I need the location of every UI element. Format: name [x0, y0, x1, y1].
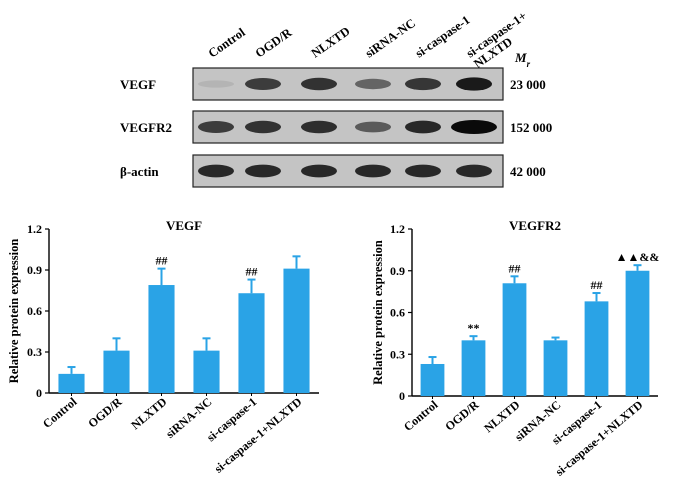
vegfr2-bar-chart: VEGFR2 Relative protein expression 0 0.3 0.6… [371, 218, 659, 479]
y-axis-label: Relative protein expression [7, 239, 21, 384]
blot-band [301, 120, 337, 134]
blot-column-label: si-caspase-1 [413, 13, 473, 61]
bar [238, 293, 265, 393]
blot-band [198, 164, 234, 178]
y-tick-label: 0.9 [390, 264, 405, 278]
significance-label: ** [468, 321, 480, 335]
y-axis-label: Relative protein expression [371, 240, 385, 385]
category-label: Control [401, 397, 441, 434]
blot-strip [192, 67, 504, 101]
y-tick-label: 0 [399, 389, 405, 403]
bar [193, 350, 220, 393]
chart-title: VEGF [166, 218, 202, 233]
blot-strip [192, 154, 504, 188]
significance-label: ▲▲&& [616, 250, 660, 264]
category-label: Control [40, 394, 80, 431]
y-tick-label: 0 [36, 386, 42, 400]
blot-band [405, 164, 441, 178]
significance-label: ## [156, 254, 168, 268]
blot-band [405, 77, 441, 91]
significance-label: ## [246, 265, 258, 279]
bar [461, 340, 486, 396]
blot-column-label: siRNA-NC [363, 16, 418, 61]
blot-row-label: β-actin [120, 164, 159, 179]
blot-band [301, 164, 337, 178]
molecular-weight-label: 42 000 [510, 164, 546, 179]
bar [58, 373, 85, 393]
blot-band [405, 120, 441, 134]
blot-band [355, 121, 391, 133]
blot-band [245, 120, 281, 134]
blot-column-label: NLXTD [309, 24, 353, 61]
bar [625, 270, 650, 396]
blot-column-label: OGD/R [253, 25, 295, 61]
western-blot-panel: Control OGD/R NLXTD siRNA-NCsi-caspase-1si-… [120, 9, 552, 188]
vegf-bar-chart: VEGF Relative protein expression 0 0.3 0.6 0.… [7, 218, 319, 476]
blot-row-label: VEGF [120, 77, 156, 92]
bar [148, 285, 175, 393]
blot-band [245, 78, 281, 90]
bar [543, 340, 568, 396]
blot-band [198, 121, 234, 133]
y-tick-label: 0.9 [27, 263, 42, 277]
blot-band [355, 78, 391, 90]
y-tick-label: 0.6 [390, 306, 405, 320]
blot-band [456, 164, 492, 178]
chart-title: VEGFR2 [509, 218, 561, 233]
y-tick-label: 1.2 [390, 222, 405, 236]
molecular-weight-header: Mr [514, 50, 531, 69]
blot-row-label: VEGFR2 [120, 120, 172, 135]
category-label: OGD/R [442, 397, 481, 433]
y-tick-label: 0.3 [390, 347, 405, 361]
bar [103, 350, 130, 393]
blot-band [245, 164, 281, 178]
blot-band [301, 77, 337, 91]
bar [502, 283, 527, 396]
blot-band [456, 77, 492, 91]
bar [283, 268, 310, 393]
blot-band [451, 120, 497, 134]
molecular-weight-label: 23 000 [510, 77, 546, 92]
significance-label: ## [591, 278, 603, 292]
blot-column-label: Control [206, 25, 248, 61]
blot-band [198, 80, 234, 88]
y-tick-label: 0.6 [27, 304, 42, 318]
y-tick-label: 0.3 [27, 345, 42, 359]
y-tick-label: 1.2 [27, 222, 42, 236]
significance-label: ## [509, 261, 521, 275]
category-label: OGD/R [85, 394, 124, 430]
category-label: si-caspase-1+NLXTD [212, 394, 305, 475]
blot-band [355, 164, 391, 178]
category-label: NLXTD [128, 394, 169, 432]
molecular-weight-label: 152 000 [510, 120, 552, 135]
bar [584, 301, 609, 396]
blot-strip [192, 110, 504, 144]
bar [420, 363, 445, 396]
